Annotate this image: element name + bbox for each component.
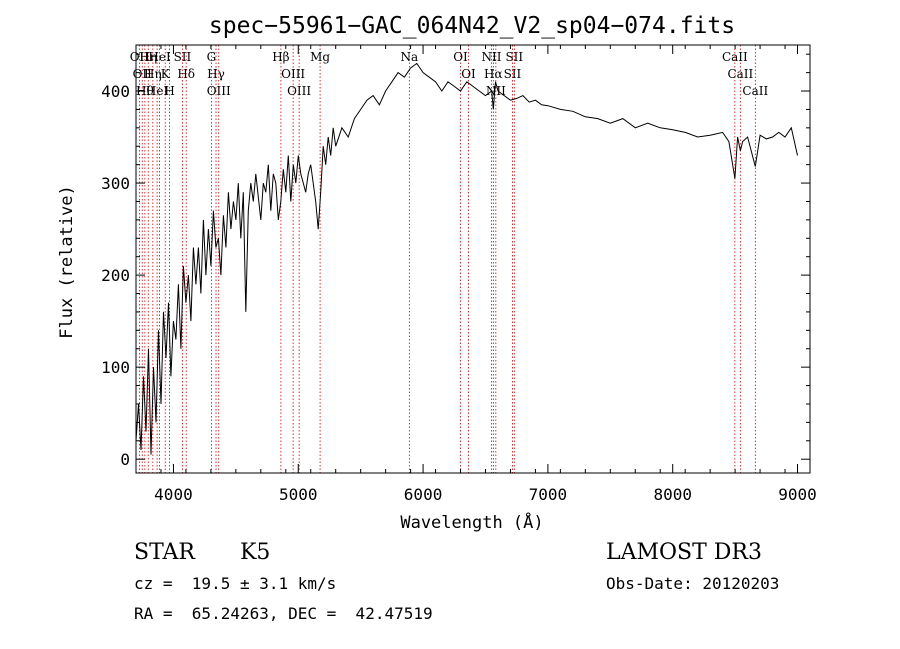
spectrum-series-line	[135, 62, 798, 455]
reference-line-label: OI	[461, 67, 476, 81]
reference-line-label: Hα	[484, 67, 503, 81]
subclass-label: K5	[240, 540, 271, 565]
reference-line-label: OIII	[207, 84, 231, 98]
reference-line-label: Hδ	[177, 67, 195, 81]
x-tick-label: 6000	[404, 485, 443, 504]
reference-line-label: SII	[504, 67, 522, 81]
y-tick-label: 0	[120, 450, 130, 469]
y-axis-label: Flux (relative)	[57, 185, 77, 339]
spectrum-chart: spec−55961−GAC_064N42_V2_sp04−074.fits O…	[57, 13, 817, 533]
reference-line-label: CaII	[722, 50, 748, 64]
axis-ticks: 4000 5000 6000 7000 8000 9000 0 100 200 300 400	[101, 45, 817, 504]
reference-line-label: HeI	[148, 50, 171, 64]
x-tick-label: 4000	[154, 485, 193, 504]
reference-line-label: OII	[130, 50, 150, 64]
plot-frame	[135, 44, 811, 474]
reference-line-label: Mg	[310, 50, 330, 64]
reference-line-label: OI	[453, 50, 468, 64]
coordinates-readout: RA = 65.24263, DEC = 42.47519	[134, 604, 433, 623]
reference-line-label: Hβ	[272, 50, 289, 64]
reference-line-label: H	[164, 84, 174, 98]
reference-line-label: K	[161, 67, 171, 81]
obs-date-readout: Obs-Date: 20120203	[606, 574, 780, 593]
reference-line-label: OII	[133, 67, 153, 81]
reference-line-label: OIII	[281, 67, 305, 81]
y-tick-label: 400	[101, 82, 130, 101]
survey-label: LAMOST DR3	[606, 540, 762, 565]
reference-lines	[138, 45, 756, 473]
reference-line-label: HeI	[146, 84, 169, 98]
reference-line-label: Hη	[139, 50, 157, 64]
reference-line-label: CaII	[742, 84, 768, 98]
reference-line-label: OIII	[287, 84, 311, 98]
y-tick-label: 200	[101, 266, 130, 285]
reference-line-labels: OIIOIIHθHηHηHeIHeIKHSIIHδGHγOIIIHβOIIIOI…	[130, 50, 769, 98]
x-tick-label: 7000	[529, 485, 568, 504]
y-tick-label: 300	[101, 174, 130, 193]
reference-line-label: Hγ	[207, 67, 225, 81]
chart-title: spec−55961−GAC_064N42_V2_sp04−074.fits	[209, 13, 735, 39]
reference-line-label: Hη	[144, 67, 162, 81]
redshift-readout: cz = 19.5 ± 3.1 km/s	[134, 574, 337, 593]
reference-line-label: SII	[505, 50, 523, 64]
reference-line-label: Na	[401, 50, 419, 64]
reference-line-label: CaII	[727, 67, 753, 81]
x-tick-label: 8000	[653, 485, 692, 504]
object-type-label: STAR	[134, 540, 195, 565]
reference-line-label: NII	[486, 84, 506, 98]
y-tick-label: 100	[101, 358, 130, 377]
reference-line-label: SII	[174, 50, 192, 64]
x-tick-label: 9000	[778, 485, 817, 504]
x-tick-label: 5000	[279, 485, 318, 504]
reference-line-label: NII	[481, 50, 501, 64]
x-axis-label: Wavelength (Å)	[400, 511, 543, 533]
reference-line-label: G	[207, 50, 217, 64]
